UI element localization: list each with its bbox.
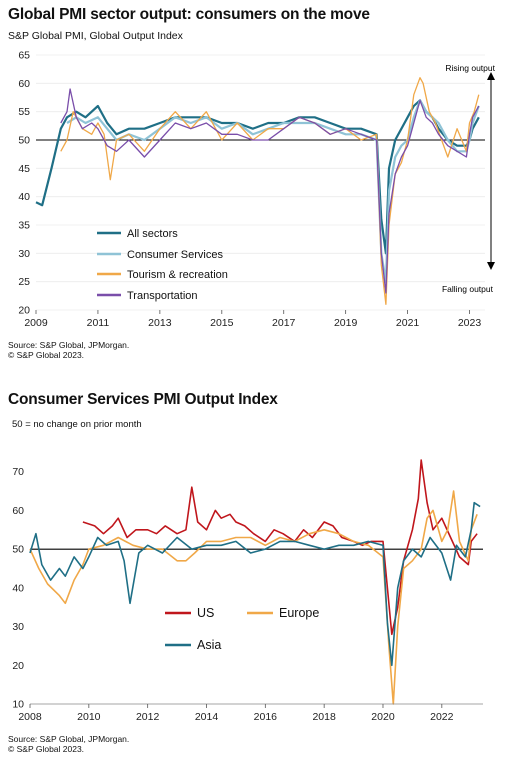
annotation-rising-output: Rising output: [445, 63, 495, 73]
x-tick-label: 2022: [430, 711, 454, 723]
legend-label: Consumer Services: [127, 249, 223, 261]
annotation-falling-output: Falling output: [442, 284, 494, 294]
chart1-source-line: Source: S&P Global, JPMorgan.: [8, 340, 130, 350]
x-tick-label: 2020: [371, 711, 395, 723]
y-tick-label: 50: [18, 135, 30, 147]
y-tick-label: 40: [18, 191, 30, 203]
y-tick-label: 50: [12, 544, 24, 556]
x-tick-label: 2023: [458, 317, 482, 329]
x-tick-label: 2008: [18, 711, 42, 723]
legend-label: Transportation: [127, 290, 198, 302]
y-tick-label: 10: [12, 699, 24, 711]
x-tick-label: 2016: [254, 711, 278, 723]
x-tick-label: 2015: [210, 317, 234, 329]
x-tick-label: 2021: [396, 317, 420, 329]
series-line-asia: [29, 501, 481, 667]
x-tick-label: 2011: [87, 317, 110, 329]
x-tick-label: 2018: [312, 711, 336, 723]
legend-label: Tourism & recreation: [127, 269, 228, 281]
chart1-title: Global PMI sector output: consumers on t…: [8, 6, 370, 23]
x-tick-label: 2013: [148, 317, 172, 329]
x-tick-label: 2017: [272, 317, 296, 329]
y-tick-label: 60: [18, 78, 30, 90]
chart1-copyright-line: © S&P Global 2023.: [8, 350, 85, 360]
legend-label: All sectors: [127, 228, 178, 240]
series-line-transportation: [60, 88, 480, 294]
legend-label: Asia: [197, 638, 221, 652]
y-tick-label: 30: [18, 248, 30, 260]
y-tick-label: 25: [18, 276, 30, 288]
y-tick-label: 60: [12, 505, 24, 517]
chart2-title: Consumer Services PMI Output Index: [8, 391, 278, 408]
y-tick-label: 40: [12, 582, 24, 594]
chart2-subtitle: 50 = no change on prior month: [12, 419, 142, 430]
legend-label: US: [197, 606, 214, 620]
x-tick-label: 2010: [77, 711, 101, 723]
chart2-source: Source: S&P Global, JPMorgan. © S&P Glob…: [8, 734, 129, 754]
legend-label: Europe: [279, 606, 319, 620]
series-line-europe: [29, 490, 478, 705]
y-tick-label: 35: [18, 220, 30, 232]
x-tick-label: 2012: [136, 711, 160, 723]
y-tick-label: 30: [12, 621, 24, 633]
chart2-source-line: Source: S&P Global, JPMorgan.: [8, 734, 130, 744]
y-tick-label: 55: [18, 106, 30, 118]
y-tick-label: 65: [18, 50, 30, 62]
chart2-copyright-line: © S&P Global 2023.: [8, 744, 85, 754]
x-tick-label: 2019: [334, 317, 358, 329]
x-tick-label: 2014: [195, 711, 219, 723]
chart1-subtitle: S&P Global PMI, Global Output Index: [8, 30, 183, 42]
y-tick-label: 45: [18, 163, 30, 175]
chart1-source: Source: S&P Global, JPMorgan. © S&P Glob…: [8, 340, 129, 360]
chart1-plot: 20 25 30 35 40 45 50 55 60 65 2009 2011 2013 2015 201…: [18, 50, 495, 330]
y-tick-label: 70: [12, 466, 24, 478]
y-tick-label: 20: [12, 660, 24, 672]
y-tick-label: 20: [18, 305, 30, 317]
chart2-plot: 10 20 30 40 50 60 70 2008 2010 2012 2014 2016 2018 2…: [12, 459, 483, 723]
x-tick-label: 2009: [24, 317, 48, 329]
